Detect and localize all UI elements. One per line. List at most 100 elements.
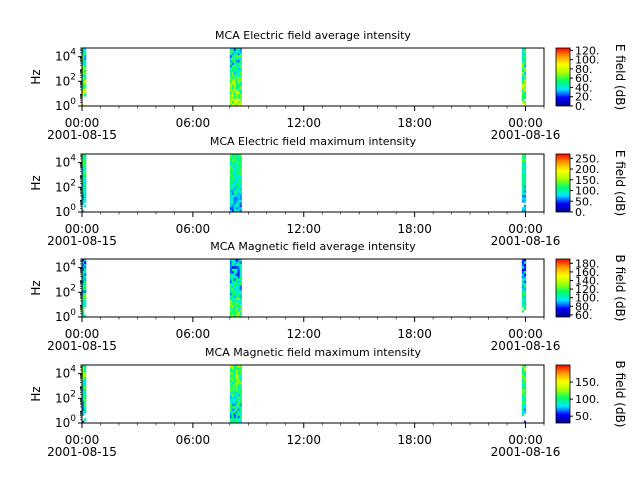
spectrogram-cell xyxy=(84,295,87,298)
spectrogram-cell xyxy=(237,367,240,371)
x-tick-label: 06:00 xyxy=(176,433,211,447)
colorbar-tick-label: 120. xyxy=(575,44,600,57)
spectrogram-cell xyxy=(231,401,235,404)
spectrogram-cell xyxy=(229,103,233,107)
spectrogram-cell xyxy=(229,183,233,186)
spectrogram-cell xyxy=(239,304,242,308)
spectrogram-cell xyxy=(523,280,527,284)
spectrogram-cell xyxy=(235,365,238,368)
x-tick-label: 12:00 xyxy=(286,116,321,130)
spectrogram-cell xyxy=(523,283,527,286)
spectrogram-cell xyxy=(237,101,240,104)
x-tick-label: 00:00 xyxy=(65,222,100,236)
spectrogram-cell xyxy=(233,401,236,404)
spectrogram-cell xyxy=(233,273,236,277)
spectrogram-cell xyxy=(82,273,85,277)
spectrogram-cell xyxy=(521,74,525,78)
spectrogram-cell xyxy=(237,271,240,274)
spectrogram-cell xyxy=(82,185,85,189)
spectrogram-cell xyxy=(237,158,240,162)
spectrogram-cell xyxy=(239,48,242,51)
spectrogram-cell xyxy=(84,180,87,184)
spectrogram-cell xyxy=(235,48,238,51)
spectrogram-cell xyxy=(523,204,527,208)
spectrogram-cell xyxy=(233,396,236,400)
spectrogram-cell xyxy=(523,74,527,78)
spectrogram-cell xyxy=(82,314,85,318)
spectrogram-cell xyxy=(231,98,235,102)
spectrogram-cell xyxy=(229,290,233,294)
spectrogram-cell xyxy=(84,372,87,375)
spectrogram-cell xyxy=(82,77,85,80)
spectrogram-cell xyxy=(82,398,85,402)
x-date-label: 2001-08-15 xyxy=(47,339,117,353)
spectrogram-cell xyxy=(231,263,235,267)
spectrogram-cell xyxy=(521,86,525,90)
spectrogram-cell xyxy=(84,74,87,78)
spectrogram-cell xyxy=(229,192,233,196)
spectrogram-cell xyxy=(521,187,525,191)
x-tick-label: 18:00 xyxy=(397,433,432,447)
spectrogram-cell xyxy=(521,394,525,397)
spectrogram-cell xyxy=(82,168,85,172)
colorbar-tick-label: 150. xyxy=(575,376,600,389)
spectrogram-cell xyxy=(239,52,242,56)
spectrogram-cell xyxy=(229,292,233,296)
spectrogram-cell xyxy=(229,367,233,371)
y-tick-label: 100 xyxy=(55,203,76,219)
spectrogram-cell xyxy=(233,369,236,373)
spectrogram-cell xyxy=(233,192,236,196)
spectrogram-cell xyxy=(229,84,233,87)
spectrogram-cell xyxy=(233,101,236,104)
spectrogram-cell xyxy=(235,62,238,66)
spectrogram-cell xyxy=(235,384,238,388)
x-date-label: 2001-08-16 xyxy=(491,128,561,142)
spectrogram-cell xyxy=(239,307,242,311)
spectrogram-cell xyxy=(523,381,527,385)
spectrogram-cell xyxy=(523,406,527,409)
colorbar-tick-label: 100. xyxy=(575,185,600,198)
spectrogram-cell xyxy=(231,62,235,66)
spectrogram-cell xyxy=(233,259,236,262)
spectrogram-cell xyxy=(237,96,240,100)
spectrogram-cell xyxy=(523,367,527,371)
spectrogram-cell xyxy=(521,389,525,392)
spectrogram-cell xyxy=(235,207,238,210)
spectrogram-cell xyxy=(235,72,238,75)
spectrogram-cell xyxy=(237,374,240,378)
spectrogram-cell xyxy=(82,74,85,78)
spectrogram-cell xyxy=(235,183,238,186)
spectrogram-cell xyxy=(523,91,527,95)
spectrogram-cell xyxy=(235,290,238,294)
spectrogram-cell xyxy=(233,420,236,424)
x-tick-label: 06:00 xyxy=(176,222,211,236)
spectrogram-cell xyxy=(84,197,87,201)
spectrogram-cell xyxy=(237,86,240,90)
spectrogram-cell xyxy=(521,398,525,402)
spectrogram-cell xyxy=(233,309,236,313)
spectrogram-cell xyxy=(231,309,235,313)
spectrogram-cell xyxy=(82,372,85,375)
spectrogram-cell xyxy=(239,103,242,107)
spectrogram-cell xyxy=(82,156,85,160)
spectrogram-cell xyxy=(237,297,240,301)
spectrogram-cell xyxy=(235,271,238,274)
spectrogram-cell xyxy=(239,202,242,206)
spectrogram-cell xyxy=(84,259,87,262)
spectrogram-cell xyxy=(84,89,87,92)
spectrogram-cell xyxy=(84,185,87,189)
spectrogram-cell xyxy=(239,156,242,160)
spectrogram-cell xyxy=(237,372,240,375)
spectrogram-cell xyxy=(235,367,238,371)
spectrogram-cell xyxy=(84,79,87,83)
spectrogram-cell xyxy=(229,420,233,424)
spectrogram-cell xyxy=(229,406,233,409)
spectrogram-cell xyxy=(233,418,236,421)
spectrogram-cell xyxy=(235,158,238,162)
spectrogram-cell xyxy=(239,386,242,390)
spectrogram-cell xyxy=(229,170,233,174)
spectrogram-cell xyxy=(233,50,236,54)
spectrogram-cell xyxy=(239,178,242,181)
spectrogram-cell xyxy=(237,304,240,308)
spectrogram-cell xyxy=(235,278,238,282)
